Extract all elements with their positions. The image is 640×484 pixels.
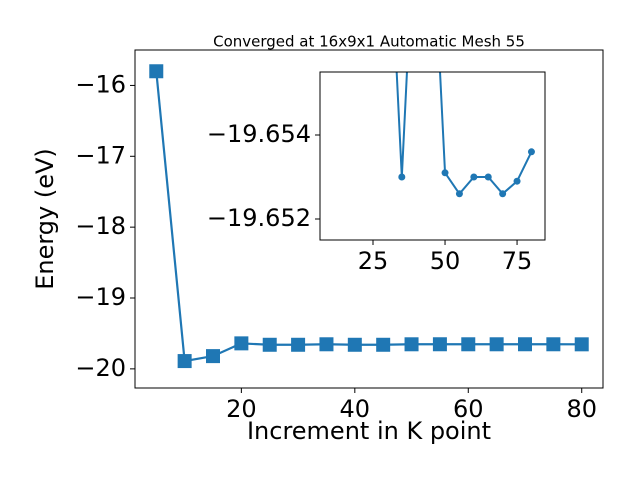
marker xyxy=(484,173,492,181)
marker xyxy=(546,337,561,352)
x-tick-label: 75 xyxy=(502,247,533,275)
marker xyxy=(398,173,406,181)
marker xyxy=(234,336,249,351)
marker xyxy=(149,64,164,79)
x-tick-label: 40 xyxy=(340,395,371,423)
marker xyxy=(513,177,521,185)
marker xyxy=(461,337,476,352)
marker xyxy=(527,148,535,156)
marker xyxy=(499,190,507,198)
marker xyxy=(319,337,334,352)
series-line xyxy=(155,71,582,363)
axes-frame xyxy=(319,71,546,241)
y-axis-label: Energy (eV) xyxy=(31,148,59,290)
marker xyxy=(441,169,449,177)
inset-background xyxy=(320,72,545,240)
marker xyxy=(404,337,419,352)
plot-area xyxy=(149,64,589,369)
x-tick-label: 60 xyxy=(453,395,484,423)
marker xyxy=(206,349,220,364)
marker xyxy=(574,337,589,352)
x-tick-label: 50 xyxy=(430,247,461,275)
y-tick-label: −16 xyxy=(75,70,126,98)
marker xyxy=(489,337,504,352)
marker xyxy=(470,173,478,181)
y-tick-label: −19.654 xyxy=(207,120,311,148)
x-tick-label: 80 xyxy=(566,395,597,423)
marker xyxy=(262,337,277,352)
chart-title: Converged at 16x9x1 Automatic Mesh 55 xyxy=(213,33,525,51)
marker xyxy=(376,337,391,352)
marker xyxy=(432,337,447,352)
axes-frame xyxy=(134,49,604,389)
marker xyxy=(291,337,306,352)
y-tick-label: −19 xyxy=(75,283,126,311)
marker xyxy=(347,337,362,352)
x-tick-label: 20 xyxy=(226,395,257,423)
y-tick-label: −17 xyxy=(75,141,126,169)
marker xyxy=(455,190,463,198)
x-tick-label: 25 xyxy=(358,247,389,275)
y-tick-label: −20 xyxy=(75,354,126,382)
y-tick-label: −19.652 xyxy=(207,204,311,232)
x-axis-label: Increment in K point xyxy=(247,417,491,445)
marker xyxy=(177,354,192,369)
plot-area xyxy=(395,72,535,198)
y-tick-label: −18 xyxy=(75,212,126,240)
marker xyxy=(518,337,532,352)
